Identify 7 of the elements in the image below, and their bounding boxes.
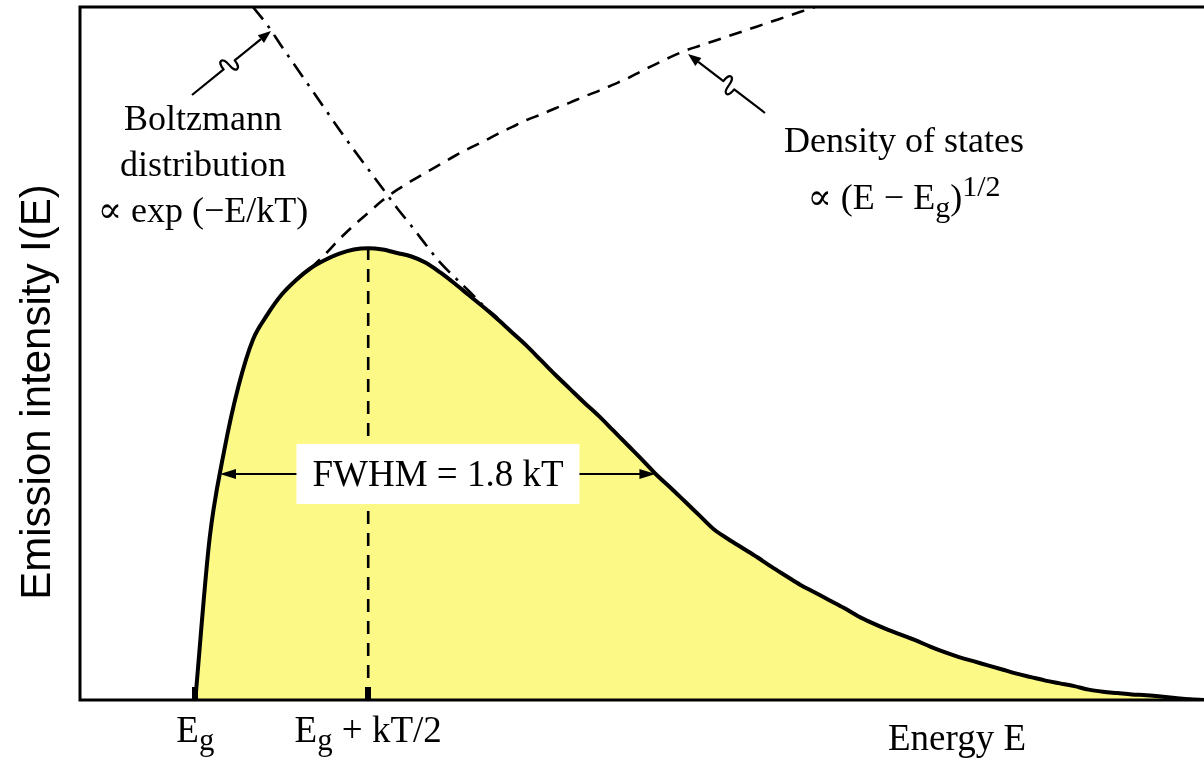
x-tick-label: E$_{g}$ + kT/2 — [294, 708, 442, 760]
annotation: FWHM = 1.8 kT — [296, 444, 580, 505]
annotation: Density of states ∝ (E − E$_{g}$)$^{1/2}$ — [784, 119, 1024, 226]
x-tick-label: E$_{g}$ — [176, 708, 215, 760]
x-axis-title: Energy E — [888, 716, 1027, 760]
annotation: Boltzmann distribution ∝ exp (−E/kT) — [97, 97, 309, 232]
y-axis-title: Emission intensity I(E) — [12, 184, 60, 600]
